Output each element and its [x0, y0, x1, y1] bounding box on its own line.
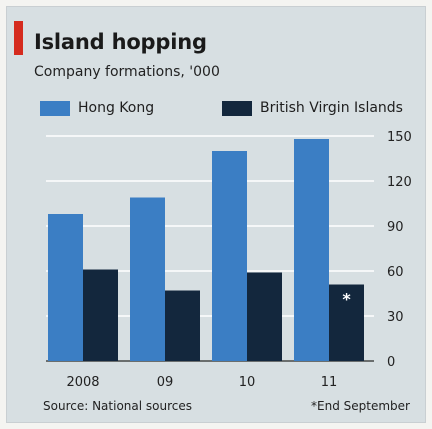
x-tick-label-10: 10	[239, 375, 256, 390]
y-tick-label-0: 0	[387, 355, 395, 370]
brand-red-bar	[14, 21, 23, 55]
x-tick-label-09: 09	[157, 375, 174, 390]
y-tick-label-120: 120	[387, 175, 412, 190]
legend-swatch-bvi	[222, 100, 252, 116]
legend-item-bvi: British Virgin Islands	[222, 98, 403, 118]
annotation-asterisk: *	[342, 290, 351, 309]
legend-item-hong-kong: Hong Kong	[40, 98, 154, 118]
y-tick-label-150: 150	[387, 130, 412, 145]
y-tick-label-30: 30	[387, 310, 404, 325]
legend-label-hong-kong: Hong Kong	[78, 100, 155, 116]
y-tick-label-90: 90	[387, 220, 404, 235]
bar-bvi-10	[247, 272, 282, 361]
bar-hong-kong-11	[294, 139, 329, 361]
bar-bvi-11	[329, 284, 364, 361]
source-note: Source: National sources	[43, 399, 192, 413]
bar-bvi-2008	[83, 269, 118, 361]
bar-hong-kong-10	[212, 151, 247, 361]
bar-hong-kong-2008	[48, 214, 83, 361]
chart-subtitle: Company formations, '000	[34, 64, 220, 80]
x-tick-label-11: 11	[321, 375, 338, 390]
legend-swatch-hong-kong	[40, 100, 70, 116]
y-tick-label-60: 60	[387, 265, 404, 280]
x-tick-label-2008: 2008	[66, 375, 99, 390]
footnote: *End September	[311, 399, 410, 413]
bar-hong-kong-09	[130, 197, 165, 361]
chart-title: Island hopping	[34, 30, 207, 54]
legend-label-bvi: British Virgin Islands	[260, 100, 403, 116]
bar-bvi-09	[165, 290, 200, 361]
